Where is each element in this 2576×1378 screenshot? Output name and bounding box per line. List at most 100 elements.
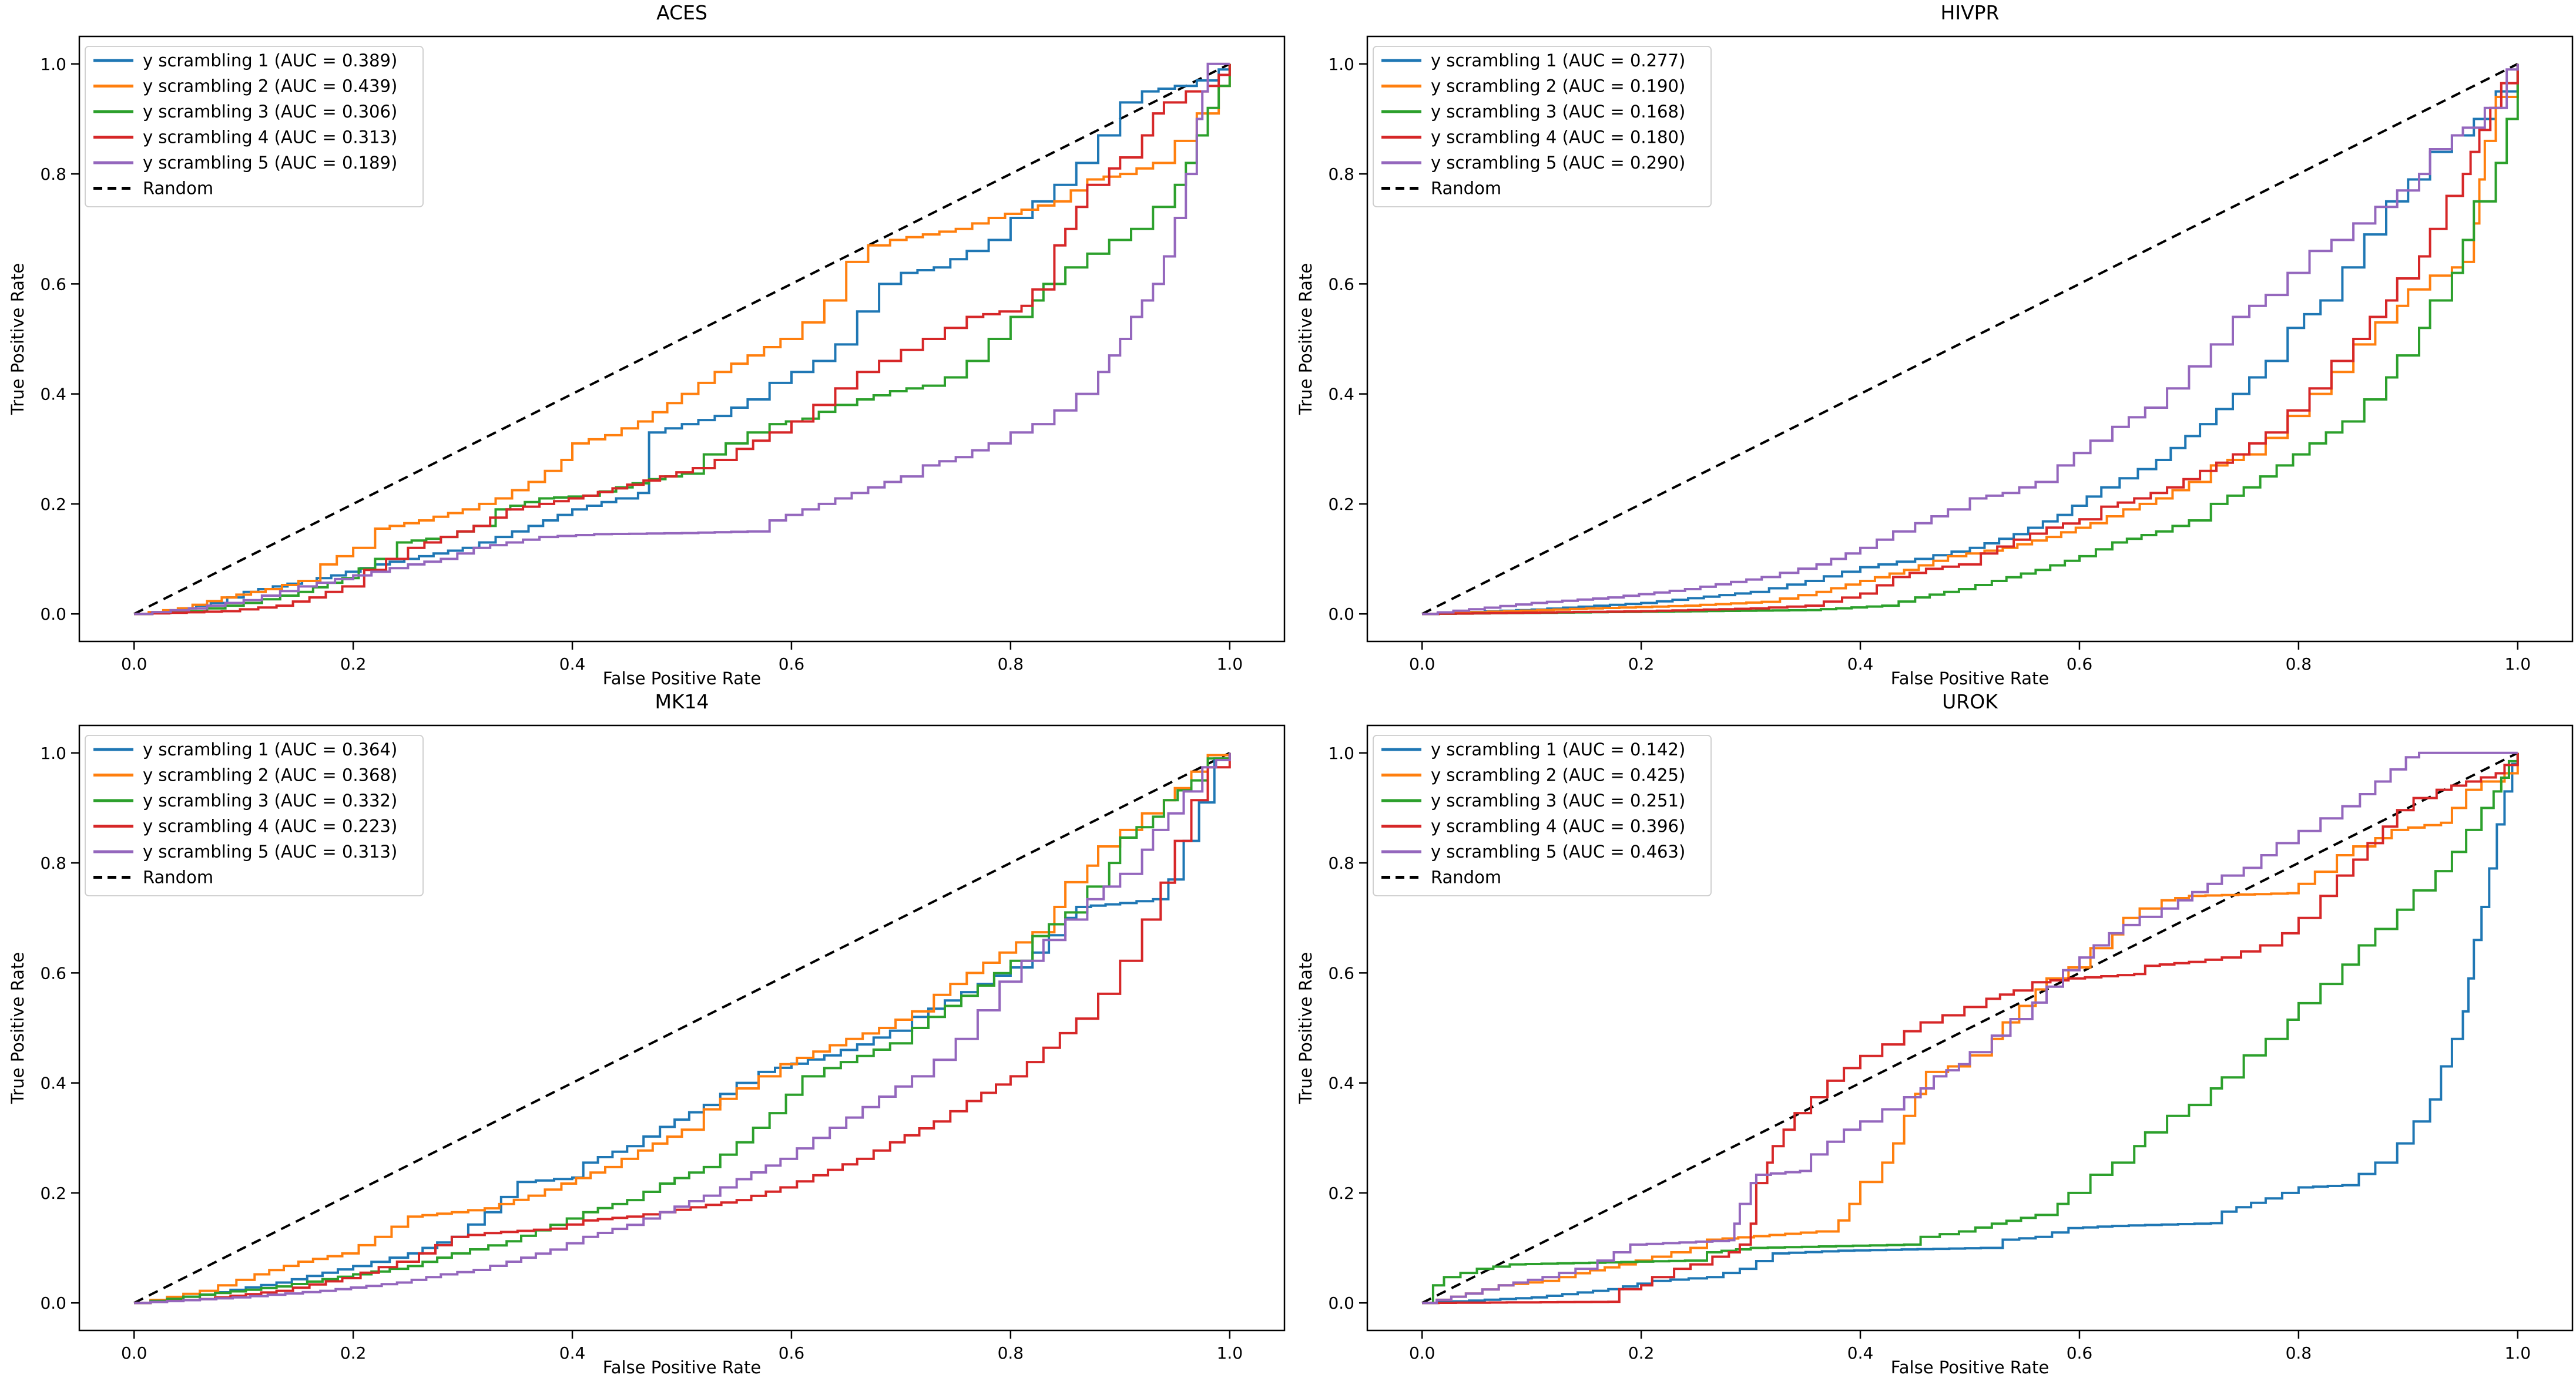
legend-item: y scrambling 3 (AUC = 0.306): [93, 102, 397, 122]
y-tick-label: 0.2: [1328, 1184, 1354, 1203]
x-tick-label: 1.0: [1217, 1343, 1243, 1363]
legend-item-label: Random: [1431, 179, 1501, 199]
legend-item-label: y scrambling 2 (AUC = 0.190): [1431, 76, 1685, 96]
legend-item-label: y scrambling 4 (AUC = 0.223): [143, 816, 397, 836]
legend-item: Random: [1381, 179, 1501, 199]
mk14-plot-canvas: 0.0 0.2 0.4 0.6 0.8 1.0 0.0 0.2 0.4 0.6 0.8 1.0 y sc…: [40, 724, 1286, 1363]
x-tick-label: 1.0: [2505, 1343, 2531, 1363]
legend-item-label: y scrambling 2 (AUC = 0.425): [1431, 765, 1685, 785]
legend-item-label: y scrambling 1 (AUC = 0.277): [1431, 51, 1685, 70]
y-axis-label: True Positive Rate: [1296, 263, 1316, 415]
legend-item: y scrambling 5 (AUC = 0.290): [1381, 153, 1685, 173]
x-axis-label: False Positive Rate: [1890, 668, 2050, 688]
legend-item-label: y scrambling 1 (AUC = 0.389): [143, 51, 397, 70]
legend-item: y scrambling 4 (AUC = 0.180): [1381, 127, 1685, 147]
legend-item: y scrambling 3 (AUC = 0.168): [1381, 102, 1685, 122]
y-tick-label: 0.6: [1328, 963, 1354, 983]
y-tick-label: 1.0: [40, 55, 66, 74]
random-diagonal-line: [133, 752, 1230, 1304]
legend-item: y scrambling 5 (AUC = 0.313): [93, 842, 397, 862]
y-axis-label: True Positive Rate: [8, 952, 28, 1104]
roc-curve-y-scrambling-3: [134, 752, 1231, 1305]
legend-box: [1373, 46, 1712, 207]
x-tick-label: 0.0: [121, 1343, 147, 1363]
x-tick-label: 0.6: [779, 654, 805, 674]
x-tick-label: 0.6: [2067, 1343, 2093, 1363]
x-tick-label: 1.0: [2505, 654, 2531, 674]
y-tick-label: 0.4: [1328, 1074, 1354, 1093]
subplot-mk14: 0.0 0.2 0.4 0.6 0.8 1.0 0.0 0.2 0.4 0.6 0.8 1.0 y sc…: [0, 689, 1288, 1378]
legend-item-label: y scrambling 4 (AUC = 0.180): [1431, 127, 1685, 147]
legend: y scrambling 1 (AUC = 0.277) y scrambling…: [1373, 46, 1712, 207]
x-tick-label: 0.2: [1628, 654, 1655, 674]
legend-item-label: y scrambling 3 (AUC = 0.332): [143, 791, 397, 811]
legend-item: y scrambling 1 (AUC = 0.142): [1381, 740, 1685, 759]
legend-item: Random: [93, 868, 213, 888]
x-tick-label: 0.6: [2067, 654, 2093, 674]
legend-item: y scrambling 3 (AUC = 0.332): [93, 791, 397, 811]
random-diagonal-line: [1421, 752, 2518, 1304]
legend-box: [85, 46, 424, 207]
random-diagonal-line: [1421, 63, 2518, 615]
x-tick-label: 0.8: [998, 1343, 1024, 1363]
y-tick-label: 1.0: [1328, 55, 1354, 74]
y-axis-label: True Positive Rate: [1296, 952, 1316, 1104]
legend-item-label: Random: [1431, 868, 1501, 888]
x-tick-label: 0.2: [1628, 1343, 1655, 1363]
y-tick-label: 0.8: [40, 853, 66, 873]
legend-item-label: y scrambling 3 (AUC = 0.251): [1431, 791, 1685, 811]
y-tick-label: 0.0: [40, 1293, 66, 1313]
x-tick-label: 0.8: [998, 654, 1024, 674]
legend-item: y scrambling 4 (AUC = 0.223): [93, 816, 397, 836]
x-tick-label: 0.4: [559, 1343, 586, 1363]
legend-item: y scrambling 1 (AUC = 0.277): [1381, 51, 1685, 70]
subplot-urok: 0.0 0.2 0.4 0.6 0.8 1.0 0.0 0.2 0.4 0.6 0.8 1.0 y sc…: [1288, 689, 2576, 1378]
y-tick-label: 0.6: [1328, 274, 1354, 294]
hivpr-plot-canvas: 0.0 0.2 0.4 0.6 0.8 1.0 0.0 0.2 0.4 0.6 0.8 1.0 y sc…: [1328, 35, 2574, 674]
legend-item: y scrambling 1 (AUC = 0.364): [93, 740, 397, 759]
y-tick-label: 0.0: [1328, 1293, 1354, 1313]
legend-item: y scrambling 2 (AUC = 0.190): [1381, 76, 1685, 96]
x-tick-label: 0.4: [1847, 1343, 1874, 1363]
roc-curve-y-scrambling-1: [1422, 63, 2519, 616]
roc-curve-y-scrambling-3: [1422, 752, 2519, 1305]
x-axis-label: False Positive Rate: [602, 1357, 762, 1377]
x-tick-label: 1.0: [1217, 654, 1243, 674]
x-tick-label: 0.6: [779, 1343, 805, 1363]
legend: y scrambling 1 (AUC = 0.364) y scrambling…: [85, 735, 424, 896]
roc-curve-y-scrambling-2: [134, 63, 1231, 616]
x-axis-label: False Positive Rate: [1890, 1357, 2050, 1377]
legend-item: y scrambling 1 (AUC = 0.389): [93, 51, 397, 70]
legend-item-label: Random: [143, 179, 213, 199]
subplot-title-aces: ACES: [656, 1, 707, 24]
roc-curve-y-scrambling-1: [134, 63, 1231, 616]
legend-item: y scrambling 2 (AUC = 0.425): [1381, 765, 1685, 785]
legend-item-label: y scrambling 5 (AUC = 0.290): [1431, 153, 1685, 173]
roc-curve-y-scrambling-5: [1422, 751, 2518, 1305]
roc-curve-y-scrambling-5: [1422, 63, 2519, 616]
y-tick-label: 0.4: [1328, 385, 1354, 404]
roc-curve-y-scrambling-5: [134, 62, 1230, 616]
legend-item: y scrambling 5 (AUC = 0.463): [1381, 842, 1685, 862]
y-tick-label: 0.2: [1328, 495, 1354, 514]
x-tick-label: 0.4: [559, 654, 586, 674]
roc-curve-y-scrambling-5: [134, 752, 1231, 1305]
y-tick-label: 1.0: [1328, 744, 1354, 763]
legend-item: y scrambling 2 (AUC = 0.368): [93, 765, 397, 785]
y-tick-label: 0.8: [40, 164, 66, 184]
legend-item-label: y scrambling 2 (AUC = 0.439): [143, 76, 397, 96]
subplot-title-mk14: MK14: [655, 690, 709, 713]
random-diagonal-line: [133, 63, 1230, 615]
legend-box: [85, 735, 424, 896]
x-axis-label: False Positive Rate: [602, 668, 762, 688]
legend-item-label: y scrambling 5 (AUC = 0.313): [143, 842, 397, 862]
axes-frame: [1366, 35, 2574, 643]
legend-item-label: y scrambling 3 (AUC = 0.306): [143, 102, 397, 122]
legend-item: y scrambling 4 (AUC = 0.313): [93, 127, 397, 147]
axes-frame: [1366, 724, 2574, 1332]
legend-item-label: y scrambling 5 (AUC = 0.463): [1431, 842, 1685, 862]
y-tick-label: 0.6: [40, 274, 66, 294]
roc-curve-y-scrambling-2: [1422, 752, 2519, 1305]
subplot-title-hivpr: HIVPR: [1940, 1, 2000, 24]
x-tick-label: 0.0: [121, 654, 147, 674]
